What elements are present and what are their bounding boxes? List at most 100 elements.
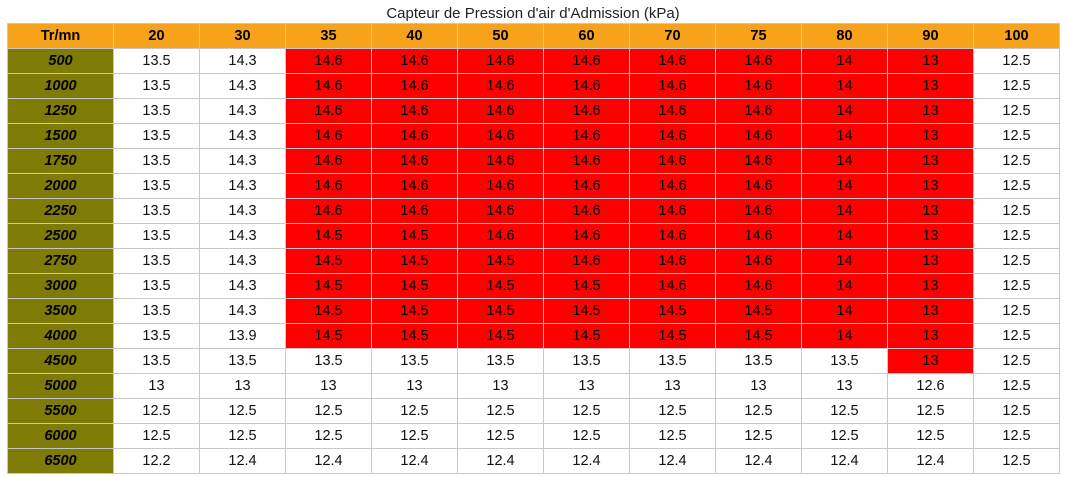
table-cell: 14.6 <box>629 48 716 74</box>
table-row: 500 13.5 14.3 14.6 14.6 14.6 14.6 14.6 14.6 14 13 1… <box>7 48 1060 74</box>
table-cell: 13 <box>887 73 974 99</box>
table-cell: 13.5 <box>801 348 888 374</box>
table-cell: 13.5 <box>113 248 200 274</box>
column-header-75: 75 <box>715 23 802 49</box>
table-cell: 14.6 <box>543 198 630 224</box>
table-row: 1250 13.5 14.3 14.6 14.6 14.6 14.6 14.6 14.6 14 13… <box>7 98 1060 124</box>
table-cell: 14 <box>801 173 888 199</box>
table-row: 6000 12.5 12.5 12.5 12.5 12.5 12.5 12.5 12.5 12.5… <box>7 423 1060 449</box>
table-cell: 12.4 <box>371 448 458 474</box>
column-header-20: 20 <box>113 23 200 49</box>
table-cell: 14.5 <box>285 248 372 274</box>
table-cell: 13 <box>801 373 888 399</box>
table-cell: 13.5 <box>715 348 802 374</box>
table-cell: 14.6 <box>285 173 372 199</box>
table-cell: 14.5 <box>629 298 716 324</box>
table-row: 2500 13.5 14.3 14.5 14.5 14.6 14.6 14.6 14.6 14 13… <box>7 223 1060 249</box>
table-cell: 13.5 <box>113 223 200 249</box>
table-cell: 14 <box>801 198 888 224</box>
table-cell: 14.6 <box>457 198 544 224</box>
table-cell: 14.6 <box>285 73 372 99</box>
table-cell: 14.6 <box>629 148 716 174</box>
table-cell: 14.6 <box>715 73 802 99</box>
table-cell: 14.6 <box>457 48 544 74</box>
table-cell: 14.6 <box>371 73 458 99</box>
table-row: 1500 13.5 14.3 14.6 14.6 14.6 14.6 14.6 14.6 14 13… <box>7 123 1060 149</box>
table-cell: 13.5 <box>113 148 200 174</box>
table-cell: 12.5 <box>973 323 1060 349</box>
table-row: 5000 13 13 13 13 13 13 13 13 13 12.6 12.5 <box>7 373 1060 399</box>
table-cell: 14.6 <box>371 48 458 74</box>
table-cell: 13 <box>285 373 372 399</box>
table-cell: 14.6 <box>715 273 802 299</box>
table-cell: 14 <box>801 148 888 174</box>
table-cell: 14.3 <box>199 123 286 149</box>
table-cell: 13.5 <box>113 98 200 124</box>
table-cell: 14.6 <box>285 123 372 149</box>
column-header-30: 30 <box>199 23 286 49</box>
table-row: 1000 13.5 14.3 14.6 14.6 14.6 14.6 14.6 14.6 14 13… <box>7 73 1060 99</box>
table-cell: 14.5 <box>543 273 630 299</box>
table-cell: 14.6 <box>371 173 458 199</box>
table-cell: 14.6 <box>629 73 716 99</box>
table-cell: 14.6 <box>371 198 458 224</box>
table-cell: 14.6 <box>371 123 458 149</box>
table-cell: 13 <box>543 373 630 399</box>
table-cell: 14.6 <box>629 173 716 199</box>
table-cell: 12.4 <box>629 448 716 474</box>
table-cell: 14.6 <box>457 148 544 174</box>
rpm-header-5500: 5500 <box>7 398 114 424</box>
table-cell: 14 <box>801 323 888 349</box>
table-cell: 14.6 <box>543 173 630 199</box>
table-cell: 12.5 <box>629 423 716 449</box>
table-cell: 12.4 <box>715 448 802 474</box>
table-cell: 12.5 <box>887 398 974 424</box>
table-cell: 12.5 <box>973 148 1060 174</box>
table-cell: 14.6 <box>543 148 630 174</box>
table-cell: 12.5 <box>973 248 1060 274</box>
table-cell: 14 <box>801 98 888 124</box>
table-cell: 12.5 <box>113 423 200 449</box>
table-cell: 14.6 <box>457 173 544 199</box>
table-cell: 12.5 <box>113 398 200 424</box>
table-cell: 13.5 <box>543 348 630 374</box>
rpm-header-2000: 2000 <box>7 173 114 199</box>
column-header-70: 70 <box>629 23 716 49</box>
table-cell: 12.5 <box>715 423 802 449</box>
table-cell: 13 <box>457 373 544 399</box>
table-cell: 14.5 <box>543 298 630 324</box>
table-cell: 12.5 <box>973 223 1060 249</box>
table-cell: 14 <box>801 273 888 299</box>
table-cell: 12.5 <box>973 173 1060 199</box>
table-cell: 14.5 <box>371 273 458 299</box>
table-cell: 14.3 <box>199 273 286 299</box>
table-cell: 14.5 <box>715 323 802 349</box>
table-cell: 14.6 <box>715 148 802 174</box>
table-cell: 13.5 <box>113 348 200 374</box>
table-cell: 13 <box>199 373 286 399</box>
table-cell: 14.5 <box>285 223 372 249</box>
table-cell: 12.5 <box>887 423 974 449</box>
table-cell: 13.5 <box>113 273 200 299</box>
table-cell: 14.6 <box>715 223 802 249</box>
table-cell: 14.3 <box>199 298 286 324</box>
rpm-header-500: 500 <box>7 48 114 74</box>
rpm-header-4500: 4500 <box>7 348 114 374</box>
table-cell: 14.6 <box>285 148 372 174</box>
table-cell: 12.4 <box>199 448 286 474</box>
rpm-header-3000: 3000 <box>7 273 114 299</box>
table-cell: 14.6 <box>457 223 544 249</box>
table-cell: 12.5 <box>973 273 1060 299</box>
table-cell: 14.3 <box>199 248 286 274</box>
table-cell: 12.5 <box>801 398 888 424</box>
table-cell: 14 <box>801 73 888 99</box>
column-header-60: 60 <box>543 23 630 49</box>
table-cell: 12.5 <box>973 48 1060 74</box>
table-cell: 12.5 <box>973 423 1060 449</box>
table-cell: 14.6 <box>629 248 716 274</box>
table-cell: 12.5 <box>199 398 286 424</box>
rpm-header-1000: 1000 <box>7 73 114 99</box>
table-cell: 13 <box>887 48 974 74</box>
table-cell: 12.5 <box>973 298 1060 324</box>
table-cell: 14.6 <box>457 98 544 124</box>
